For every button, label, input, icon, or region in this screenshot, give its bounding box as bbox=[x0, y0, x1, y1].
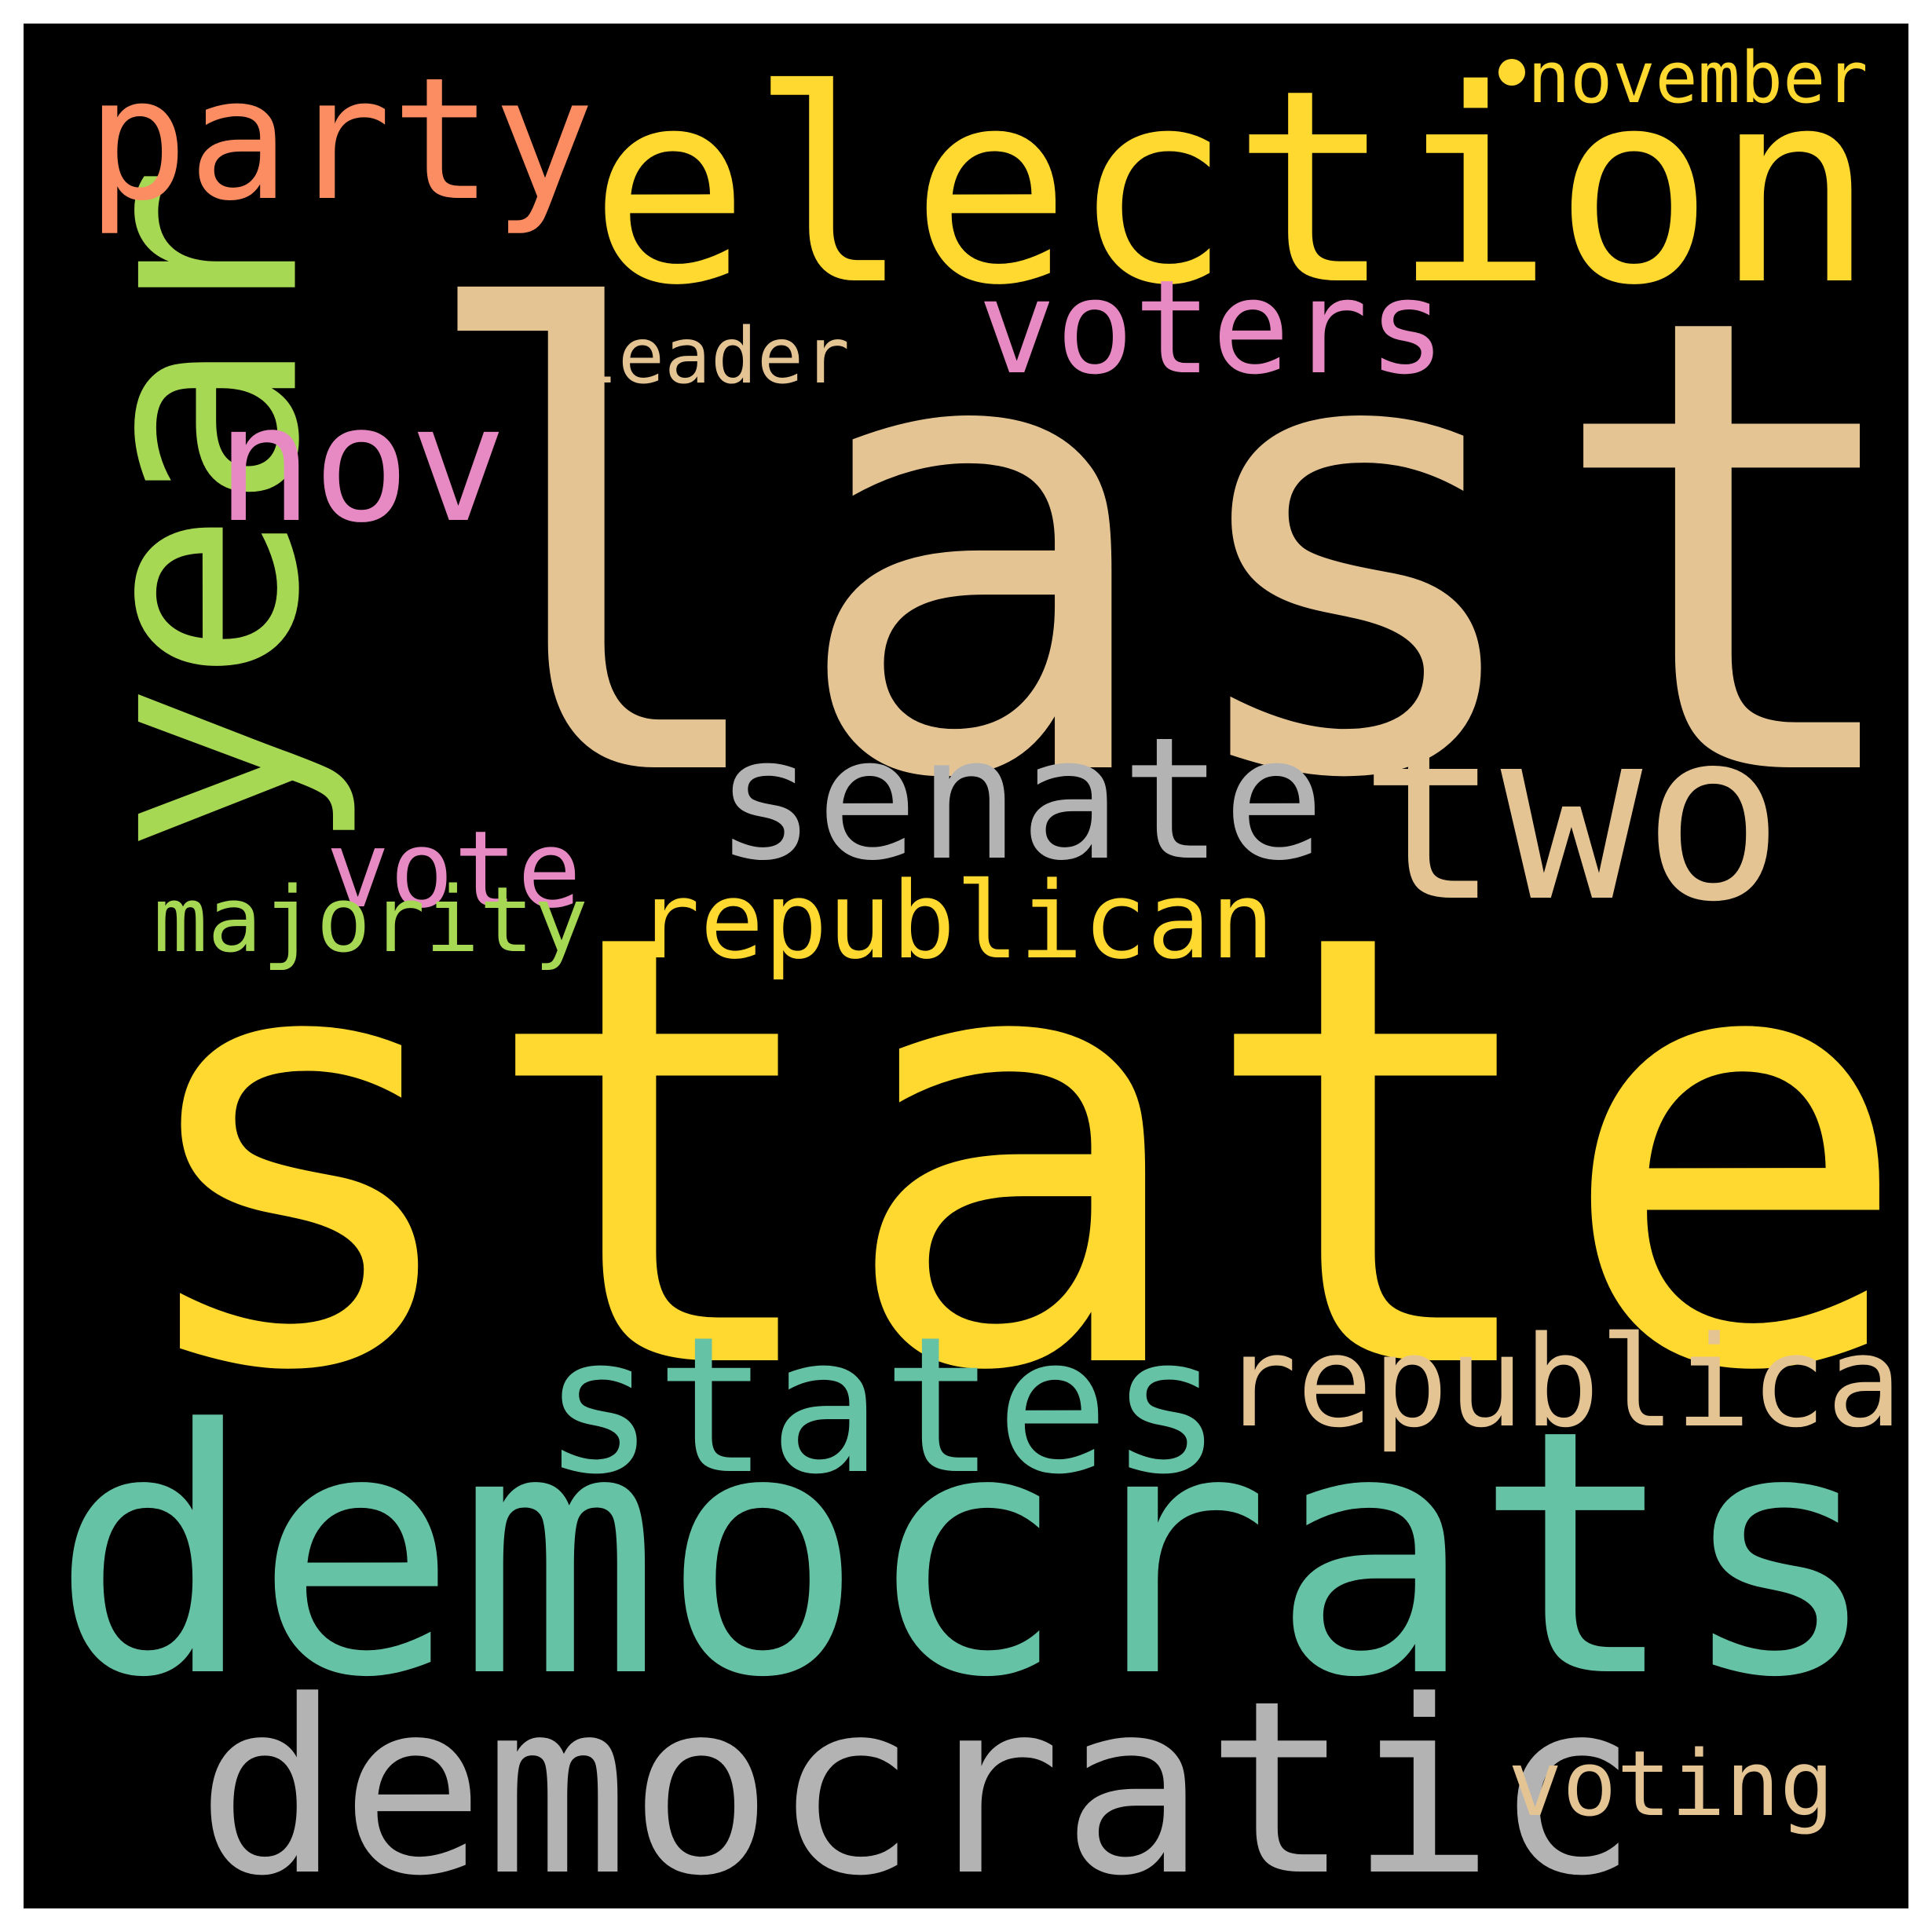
word-states: states bbox=[542, 1296, 1223, 1516]
dot-marker bbox=[1498, 59, 1525, 86]
word-voting: voting bbox=[1508, 1732, 1835, 1837]
word-vote: vote bbox=[326, 808, 582, 931]
word-leader: leader bbox=[572, 312, 851, 401]
word-democratic: democratic bbox=[196, 1649, 1639, 1908]
word-democrats: democrats bbox=[51, 1359, 1881, 1751]
word-state: state bbox=[118, 807, 1908, 1502]
word-republicans: republicans bbox=[1221, 1308, 1908, 1455]
word-nov: nov bbox=[216, 371, 507, 558]
word-two: two bbox=[1359, 679, 1784, 953]
word-majority: majority bbox=[153, 868, 588, 973]
word-voters: voters bbox=[978, 252, 1447, 403]
word-november: november bbox=[1528, 37, 1868, 119]
word-republican: republican bbox=[636, 859, 1275, 982]
word-last: last bbox=[408, 184, 1908, 916]
word-party: party bbox=[86, 41, 595, 238]
word-cloud-canvas: last state democrats election year democ… bbox=[24, 24, 1908, 1908]
word-election: election bbox=[589, 33, 1875, 344]
word-senate: senate bbox=[715, 701, 1325, 898]
